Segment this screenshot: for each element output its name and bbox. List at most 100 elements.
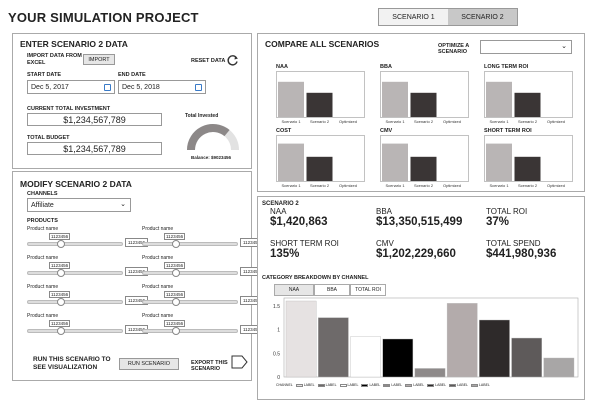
channels-label: CHANNELS [27, 191, 58, 197]
metric-value: $441,980,936 [486, 248, 557, 260]
breakdown-bar [446, 303, 478, 378]
investment-value[interactable]: $1,234,567,789 [27, 113, 162, 126]
mini-chart-category: Scenario 2 [518, 119, 538, 124]
tab-scenario-1[interactable]: SCENARIO 1 [379, 9, 448, 25]
legend-entry: LABEL [427, 383, 446, 387]
legend-label: LABEL [369, 383, 381, 387]
mini-chart-category: Optimized [547, 119, 565, 124]
mini-chart: Scenario 1 Scenario 2 Optimized [484, 135, 573, 188]
legend-swatch [295, 383, 303, 387]
export-icon[interactable] [231, 355, 249, 369]
mini-chart-title: BBA [380, 64, 392, 70]
metric-label: BBA [376, 207, 393, 216]
slider-handle[interactable] [171, 269, 180, 277]
mini-chart: Scenario 1 Scenario 2 Optimized [276, 71, 365, 124]
import-label: IMPORT DATA FROM EXCEL [27, 53, 82, 66]
breakdown-bar [285, 300, 317, 378]
metric-value: $1,202,229,660 [376, 248, 456, 260]
legend-entry: LABEL [383, 383, 402, 387]
legend-label: LABEL [413, 383, 425, 387]
legend-label: LABEL [391, 383, 403, 387]
mini-chart-category: Optimized [547, 183, 565, 188]
mini-chart-bar [410, 156, 437, 181]
product-name: Product name [142, 226, 174, 232]
calendar-icon[interactable] [104, 84, 111, 91]
slider-handle[interactable] [56, 327, 65, 335]
mini-chart-category: Optimized [339, 119, 357, 124]
mini-chart-bar [486, 81, 512, 117]
mini-chart-category: Scenario 1 [385, 119, 405, 124]
budget-label: TOTAL BUDGET [27, 135, 70, 141]
reset-icon[interactable] [226, 54, 239, 67]
mini-chart-category: Scenario 2 [414, 183, 434, 188]
end-date-label: END DATE [118, 72, 146, 78]
legend-swatch [470, 383, 478, 387]
enter-panel-title: ENTER SCENARIO 2 DATA [20, 39, 128, 49]
slider-handle[interactable] [171, 298, 180, 306]
slider-handle[interactable] [56, 240, 65, 248]
product-name: Product name [27, 255, 59, 261]
mini-chart-bar [382, 81, 408, 117]
summary-title: SCENARIO 2 [262, 201, 299, 207]
slider-handle[interactable] [56, 269, 65, 277]
compare-title: COMPARE ALL SCENARIOS [265, 39, 380, 49]
category-tab[interactable]: NAA [274, 284, 314, 296]
y-tick-label: 1 [277, 328, 280, 334]
modify-panel-title: MODIFY SCENARIO 2 DATA [20, 179, 132, 189]
mini-chart-bar [486, 143, 512, 181]
start-date-field[interactable]: Dec 5, 2017 [27, 80, 115, 94]
product-name: Product name [142, 313, 174, 319]
metric-label: CMV [376, 239, 394, 248]
budget-value[interactable]: $1,234,567,789 [27, 142, 162, 155]
modify-scenario-panel: MODIFY SCENARIO 2 DATA CHANNELS Affiliat… [12, 171, 264, 381]
tab-scenario-2[interactable]: SCENARIO 2 [448, 9, 517, 25]
legend-swatch [405, 383, 413, 387]
product-name: Product name [142, 255, 174, 261]
start-date-label: START DATE [27, 72, 62, 78]
legend-entry: LABEL [317, 383, 337, 387]
optimize-select[interactable]: ⌄ [480, 40, 572, 54]
mini-chart-title: LONG TERM ROI [484, 64, 529, 70]
balance-text: Balance: $9023456 [191, 155, 232, 160]
end-date-field[interactable]: Dec 5, 2018 [118, 80, 206, 94]
product-slider-tooltip: 1123456 [164, 291, 186, 298]
product-slider[interactable] [27, 300, 123, 304]
calendar-icon[interactable] [195, 84, 202, 91]
slider-handle[interactable] [56, 298, 65, 306]
mini-chart-category: Optimized [339, 183, 357, 188]
investment-label: CURRENT TOTAL INVESTMENT [27, 106, 111, 112]
mini-chart: Scenario 1 Scenario 2 Optimized [276, 135, 365, 188]
mini-chart-category: Scenario 2 [310, 119, 330, 124]
product-slider[interactable] [27, 271, 123, 275]
legend-swatch [361, 383, 369, 387]
legend-swatch [383, 383, 391, 387]
products-label: PRODUCTS [27, 218, 58, 224]
product-slider[interactable] [142, 329, 238, 333]
reset-label: RESET DATA [191, 58, 226, 64]
category-tab[interactable]: BBA [314, 284, 350, 296]
product-name: Product name [142, 284, 174, 290]
breakdown-title: CATEGORY BREAKDOWN BY CHANNEL [262, 275, 369, 281]
category-tab[interactable]: TOTAL ROI [350, 284, 386, 296]
mini-chart-bar [410, 92, 437, 117]
product-slider-tooltip: 1123456 [49, 233, 71, 240]
product-slider[interactable] [142, 271, 238, 275]
metric-label: NAA [270, 207, 287, 216]
product-slider[interactable] [142, 242, 238, 246]
run-scenario-button[interactable]: RUN SCENARIO [119, 358, 179, 370]
product-slider[interactable] [27, 242, 123, 246]
product-slider[interactable] [27, 329, 123, 333]
channel-select[interactable]: Affiliate ⌄ [27, 198, 131, 212]
legend-swatch [317, 383, 325, 387]
y-tick-label: 0 [277, 375, 280, 381]
breakdown-legend: CHANNEL LABEL LABEL LABEL LABEL [276, 383, 493, 387]
product-name: Product name [27, 226, 59, 232]
legend-entry: LABEL [470, 383, 490, 387]
mini-chart-title: SHORT TERM ROI [484, 128, 532, 134]
product-slider[interactable] [142, 300, 238, 304]
mini-chart-bar [514, 156, 541, 181]
slider-handle[interactable] [171, 327, 180, 335]
slider-handle[interactable] [171, 240, 180, 248]
legend-label: LABEL [325, 383, 337, 387]
import-button[interactable]: IMPORT [83, 54, 115, 65]
